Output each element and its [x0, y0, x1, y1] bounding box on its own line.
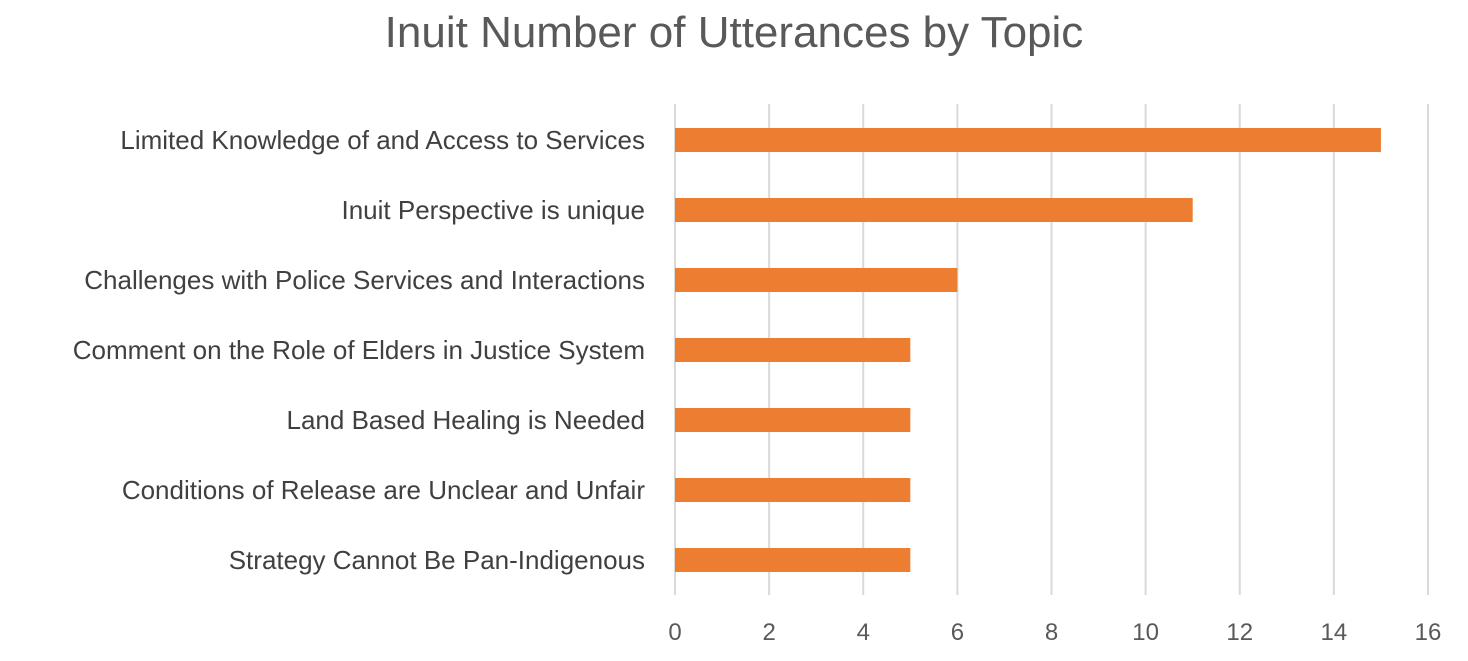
- category-label: Limited Knowledge of and Access to Servi…: [120, 125, 645, 155]
- x-tick-label: 14: [1321, 619, 1348, 646]
- x-tick-label: 2: [762, 619, 775, 646]
- x-tick-label: 10: [1132, 619, 1159, 646]
- category-label: Comment on the Role of Elders in Justice…: [73, 335, 645, 365]
- bars: [675, 128, 1381, 572]
- bar: [675, 408, 911, 432]
- x-axis-ticks: 0 2 4 6 8 10 12 14 16: [668, 619, 1441, 646]
- x-tick-label: 0: [668, 619, 681, 646]
- x-tick-label: 16: [1415, 619, 1442, 646]
- category-labels: Limited Knowledge of and Access to Servi…: [73, 125, 646, 575]
- x-tick-label: 4: [857, 619, 870, 646]
- category-label: Land Based Healing is Needed: [287, 405, 645, 435]
- chart-title: Inuit Number of Utterances by Topic: [384, 8, 1084, 57]
- category-label: Inuit Perspective is unique: [341, 195, 645, 225]
- bar: [675, 478, 911, 502]
- x-tick-label: 12: [1226, 619, 1253, 646]
- x-tick-label: 6: [951, 619, 964, 646]
- bar: [675, 548, 911, 572]
- category-label: Strategy Cannot Be Pan-Indigenous: [229, 545, 645, 575]
- bar: [675, 268, 958, 292]
- bar: [675, 198, 1193, 222]
- bar: [675, 338, 911, 362]
- category-label: Conditions of Release are Unclear and Un…: [122, 475, 646, 505]
- category-label: Challenges with Police Services and Inte…: [84, 265, 645, 295]
- x-tick-label: 8: [1045, 619, 1058, 646]
- bar: [675, 128, 1381, 152]
